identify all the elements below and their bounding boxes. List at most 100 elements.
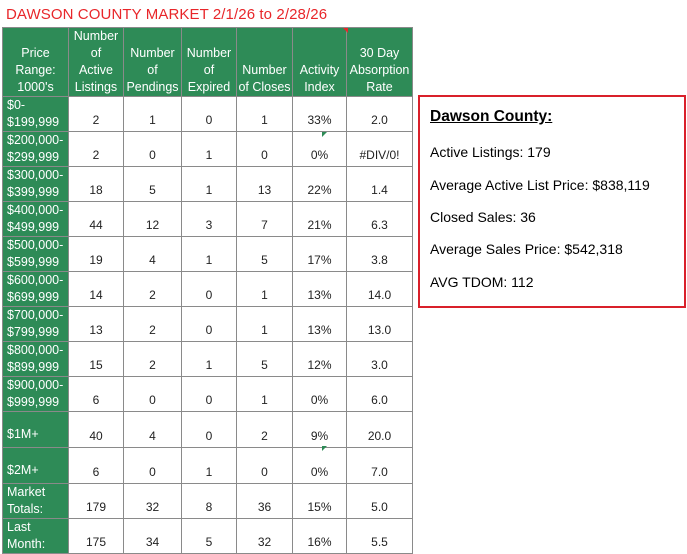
cell-absorption: 6.3 [346, 201, 413, 237]
cell-pendings: 32 [123, 483, 182, 519]
price-range-label: Last Month: [2, 518, 69, 554]
table-row: $600,000- $699,999 14 2 0 1 13% 14.0 [2, 271, 413, 307]
column-header-4: Number of Closes [236, 27, 293, 97]
column-header-1: Number of Active Listings [68, 27, 124, 97]
cell-absorption: 7.0 [346, 447, 413, 484]
column-header-line: of [203, 63, 215, 77]
cell-pendings: 5 [123, 166, 182, 202]
price-range-line: $399,999 [7, 185, 60, 199]
cell-closes: 1 [236, 96, 293, 132]
price-range-label: $300,000- $399,999 [2, 166, 69, 202]
price-range-line: Totals: [7, 502, 44, 516]
price-range-line: $899,999 [7, 360, 60, 374]
cell-closes: 1 [236, 271, 293, 307]
cell-activity: 33% [292, 96, 347, 132]
cell-pendings: 4 [123, 411, 182, 448]
column-header-line: 30 Day [359, 46, 400, 60]
summary-average-sales-price: Average Sales Price: $542,318 [430, 241, 623, 257]
price-range-line: Month: [7, 537, 46, 551]
cell-active: 6 [68, 376, 124, 412]
summary-closed-sales: Closed Sales: 36 [430, 209, 536, 225]
cell-activity: 15% [292, 483, 347, 519]
column-header-5: Activity Index [292, 27, 347, 97]
cell-pendings: 12 [123, 201, 182, 237]
price-range-line: $500,000- [7, 238, 64, 252]
cell-activity: 21% [292, 201, 347, 237]
cell-absorption: 20.0 [346, 411, 413, 448]
cell-activity: 0% [292, 447, 347, 484]
price-range-line: $799,999 [7, 325, 60, 339]
cell-activity: 9% [292, 411, 347, 448]
column-header-3: Number of Expired [181, 27, 237, 97]
cell-closes: 7 [236, 201, 293, 237]
price-range-line: $699,999 [7, 290, 60, 304]
cell-pendings: 2 [123, 271, 182, 307]
cell-pendings: 0 [123, 131, 182, 167]
price-range-line: $900,000- [7, 378, 64, 392]
cell-expired: 1 [181, 447, 237, 484]
price-range-label: $200,000- $299,999 [2, 131, 69, 167]
cell-active: 2 [68, 131, 124, 167]
price-range-line: $1M+ [7, 427, 39, 441]
table-row: Last Month: 175 34 5 32 16% 5.5 [2, 518, 413, 554]
cell-expired: 0 [181, 376, 237, 412]
cell-closes: 13 [236, 166, 293, 202]
column-header-line: Range: [15, 63, 56, 77]
summary-average-active-list-price: Average Active List Price: $838,119 [430, 177, 650, 193]
table-row: $200,000- $299,999 2 0 1 0 0% #DIV/0! [2, 131, 413, 167]
cell-active: 13 [68, 306, 124, 342]
cell-closes: 2 [236, 411, 293, 448]
cell-closes: 5 [236, 236, 293, 272]
table-row: $300,000- $399,999 18 5 1 13 22% 1.4 [2, 166, 413, 202]
cell-closes: 36 [236, 483, 293, 519]
cell-expired: 5 [181, 518, 237, 554]
cell-active: 18 [68, 166, 124, 202]
summary-heading: Dawson County: [430, 108, 553, 125]
cell-active: 15 [68, 341, 124, 377]
cell-expired: 1 [181, 131, 237, 167]
price-range-line: $299,999 [7, 150, 60, 164]
cell-expired: 1 [181, 341, 237, 377]
table-row: $0- $199,999 2 1 0 1 33% 2.0 [2, 96, 413, 132]
price-range-label: $0- $199,999 [2, 96, 69, 132]
column-header-line: of Closes [238, 80, 291, 94]
cell-closes: 0 [236, 447, 293, 484]
cell-pendings: 34 [123, 518, 182, 554]
cell-absorption: 3.8 [346, 236, 413, 272]
cell-closes: 1 [236, 376, 293, 412]
price-range-line: $599,999 [7, 255, 60, 269]
cell-activity: 13% [292, 306, 347, 342]
column-header-line: Number [130, 46, 175, 60]
price-range-label: $900,000- $999,999 [2, 376, 69, 412]
column-header-line: Pendings [126, 80, 179, 94]
price-range-label: $400,000- $499,999 [2, 201, 69, 237]
column-header-line: Rate [366, 80, 393, 94]
cell-activity: 13% [292, 271, 347, 307]
cell-closes: 0 [236, 131, 293, 167]
cell-expired: 0 [181, 306, 237, 342]
cell-closes: 32 [236, 518, 293, 554]
cell-absorption: #DIV/0! [346, 131, 413, 167]
column-header-line: of [147, 63, 158, 77]
column-header-line: Listings [74, 80, 118, 94]
column-header-6: 30 Day Absorption Rate [346, 27, 413, 97]
column-header-0: Price Range: 1000's [2, 27, 69, 97]
column-header-line: Number [242, 63, 287, 77]
cell-pendings: 1 [123, 96, 182, 132]
cell-absorption: 5.0 [346, 483, 413, 519]
cell-expired: 0 [181, 96, 237, 132]
cell-active: 175 [68, 518, 124, 554]
cell-activity: 0% [292, 131, 347, 167]
price-range-line: $0- [7, 98, 26, 112]
column-header-line: Absorption [349, 63, 410, 77]
table-row: $500,000- $599,999 19 4 1 5 17% 3.8 [2, 236, 413, 272]
table-row: $2M+ 6 0 1 0 0% 7.0 [2, 447, 413, 484]
cell-expired: 1 [181, 166, 237, 202]
price-range-line: $200,000- [7, 133, 64, 147]
price-range-line: $800,000- [7, 343, 64, 357]
price-range-line: $2M+ [7, 463, 39, 477]
price-range-line: $300,000- [7, 168, 64, 182]
column-header-line: Active [78, 63, 114, 77]
cell-active: 179 [68, 483, 124, 519]
cell-absorption: 14.0 [346, 271, 413, 307]
